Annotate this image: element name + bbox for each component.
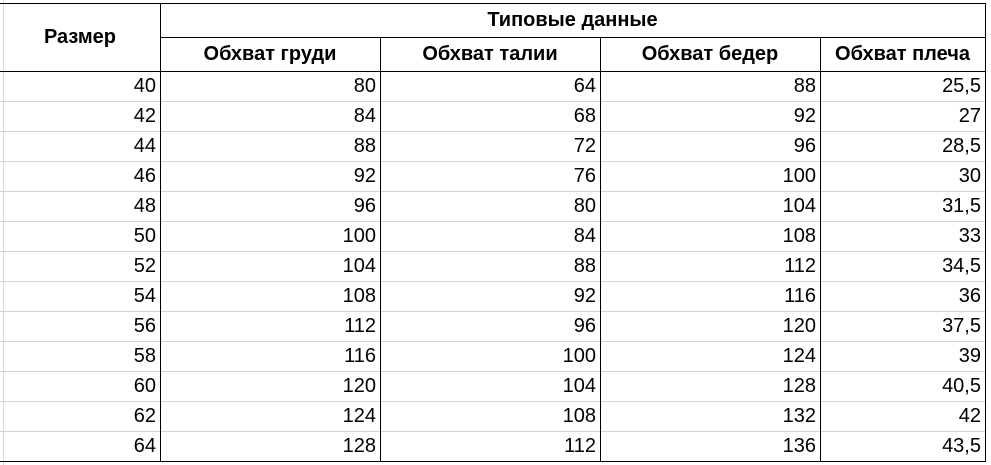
cell-hips[interactable]: 88 (600, 72, 820, 102)
cell-waist[interactable]: 64 (380, 72, 600, 102)
cell-size[interactable]: 50 (0, 222, 160, 252)
cell-size[interactable]: 52 (0, 252, 160, 282)
cell-chest[interactable]: 124 (160, 402, 380, 432)
cell-waist[interactable]: 80 (380, 192, 600, 222)
cell-chest[interactable]: 96 (160, 192, 380, 222)
cell-hips[interactable]: 132 (600, 402, 820, 432)
header-size[interactable]: Размер (43, 26, 117, 48)
header-chest[interactable]: Обхват груди (203, 42, 337, 65)
cell-hips[interactable]: 112 (600, 252, 820, 282)
cell-chest[interactable]: 128 (160, 432, 380, 462)
cell-shoulder[interactable]: 25,5 (820, 72, 985, 102)
cell-hips[interactable]: 100 (600, 162, 820, 192)
cell-size[interactable]: 40 (0, 72, 160, 102)
cell-size[interactable]: 44 (0, 132, 160, 162)
cell-size[interactable]: 56 (0, 312, 160, 342)
cell-shoulder[interactable]: 28,5 (820, 132, 985, 162)
cell-chest[interactable]: 80 (160, 72, 380, 102)
cell-chest[interactable]: 120 (160, 372, 380, 402)
cell-waist[interactable]: 88 (380, 252, 600, 282)
cell-hips[interactable]: 108 (600, 222, 820, 252)
cell-waist[interactable]: 100 (380, 342, 600, 372)
cell-chest[interactable]: 108 (160, 282, 380, 312)
cell-chest[interactable]: 116 (160, 342, 380, 372)
cell-chest[interactable]: 84 (160, 102, 380, 132)
cell-shoulder[interactable]: 42 (820, 402, 985, 432)
header-waist[interactable]: Обхват талии (422, 42, 558, 65)
cell-size[interactable]: 60 (0, 372, 160, 402)
cell-size[interactable]: 46 (0, 162, 160, 192)
cell-waist[interactable]: 72 (380, 132, 600, 162)
cell-shoulder[interactable]: 37,5 (820, 312, 985, 342)
cell-shoulder[interactable]: 43,5 (820, 432, 985, 462)
cell-waist[interactable]: 96 (380, 312, 600, 342)
header-shoulder[interactable]: Обхват плеча (835, 42, 970, 65)
cell-waist[interactable]: 104 (380, 372, 600, 402)
cell-shoulder[interactable]: 36 (820, 282, 985, 312)
cell-hips[interactable]: 104 (600, 192, 820, 222)
cell-chest[interactable]: 92 (160, 162, 380, 192)
cell-hips[interactable]: 120 (600, 312, 820, 342)
cell-shoulder[interactable]: 34,5 (820, 252, 985, 282)
gridline (3, 0, 4, 465)
cell-hips[interactable]: 116 (600, 282, 820, 312)
cell-waist[interactable]: 108 (380, 402, 600, 432)
cell-size[interactable]: 48 (0, 192, 160, 222)
cell-shoulder[interactable]: 30 (820, 162, 985, 192)
cell-size[interactable]: 64 (0, 432, 160, 462)
cell-chest[interactable]: 88 (160, 132, 380, 162)
cell-hips[interactable]: 136 (600, 432, 820, 462)
cell-shoulder[interactable]: 33 (820, 222, 985, 252)
cell-chest[interactable]: 112 (160, 312, 380, 342)
cell-hips[interactable]: 92 (600, 102, 820, 132)
cell-shoulder[interactable]: 31,5 (820, 192, 985, 222)
cell-waist[interactable]: 92 (380, 282, 600, 312)
cell-shoulder[interactable]: 40,5 (820, 372, 985, 402)
cell-size[interactable]: 42 (0, 102, 160, 132)
cell-hips[interactable]: 124 (600, 342, 820, 372)
cell-size[interactable]: 54 (0, 282, 160, 312)
cell-waist[interactable]: 76 (380, 162, 600, 192)
cell-shoulder[interactable]: 39 (820, 342, 985, 372)
cell-chest[interactable]: 104 (160, 252, 380, 282)
cell-size[interactable]: 62 (0, 402, 160, 432)
cell-waist[interactable]: 68 (380, 102, 600, 132)
cell-waist[interactable]: 112 (380, 432, 600, 462)
cell-shoulder[interactable]: 27 (820, 102, 985, 132)
cell-hips[interactable]: 128 (600, 372, 820, 402)
cell-chest[interactable]: 100 (160, 222, 380, 252)
cell-size[interactable]: 58 (0, 342, 160, 372)
header-group[interactable]: Типовые данные (487, 9, 658, 31)
cell-hips[interactable]: 96 (600, 132, 820, 162)
header-hips[interactable]: Обхват бедер (641, 42, 779, 65)
cell-waist[interactable]: 84 (380, 222, 600, 252)
